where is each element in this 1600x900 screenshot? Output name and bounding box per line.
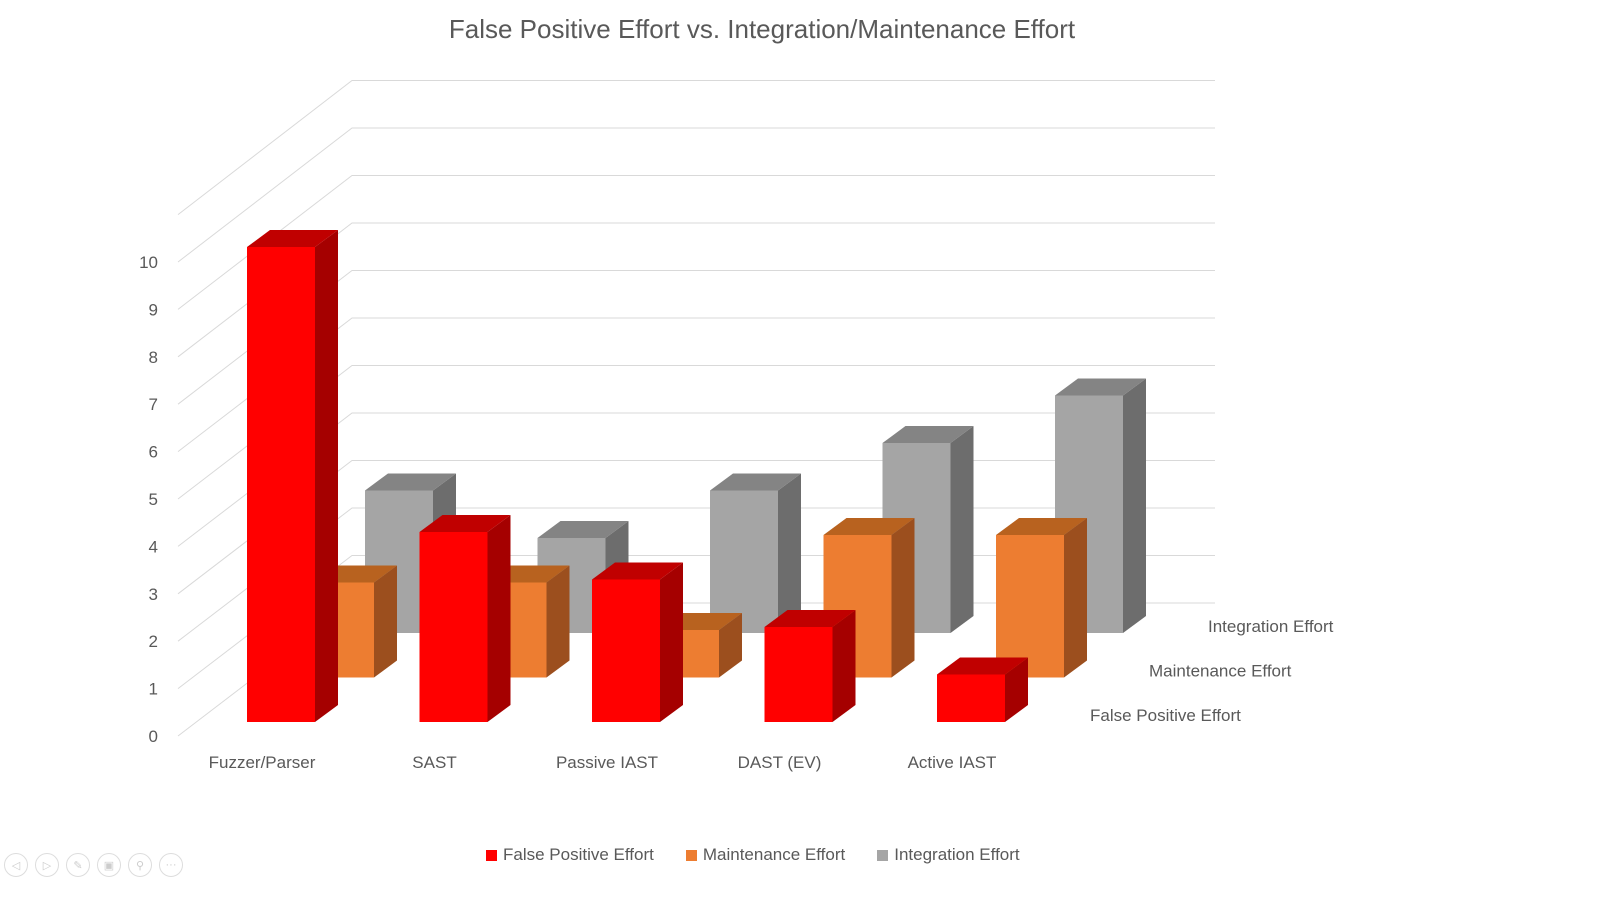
bar [592,579,660,722]
previous-icon[interactable]: ◁ [4,853,28,877]
next-icon[interactable]: ▷ [35,853,59,877]
y-tick-label: 0 [149,727,158,746]
bar-side [1123,378,1146,633]
legend-label: False Positive Effort [503,845,654,864]
legend-item-integration: Integration Effort [877,845,1020,865]
gridline [177,270,1215,405]
y-tick-label: 5 [149,490,158,509]
slideshow-controls: ◁ ▷ ✎ ▣ ⚲ ··· [4,853,183,877]
series-depth-label: Maintenance Effort [1149,662,1292,681]
bar-top [592,562,683,580]
bar-side [660,562,683,722]
category-label: SAST [412,753,456,772]
category-label: DAST (EV) [738,753,822,772]
gridline [177,412,1215,547]
legend-swatch [486,849,497,861]
pen-icon[interactable]: ✎ [66,853,90,877]
bar-side [778,473,801,633]
bar-top [537,521,629,538]
bar-top [764,610,856,627]
legend-swatch [877,849,889,861]
y-tick-label: 2 [149,632,158,651]
slides-icon[interactable]: ▣ [97,853,121,877]
bar-top [937,657,1028,675]
gridline [177,175,1215,310]
y-tick-label: 9 [149,300,158,319]
y-tick-label: 7 [149,395,158,414]
bar [996,535,1064,678]
bar-top [365,473,456,491]
y-tick-label: 4 [149,537,158,556]
bar-side [891,518,915,678]
legend-swatch [685,849,697,861]
bar-side [487,515,511,722]
gridline [177,317,1215,452]
bar-top [710,473,801,491]
bar [247,247,315,722]
bar-side [546,565,570,678]
bar-side [832,610,856,722]
gridline [177,80,1215,215]
bar-top [996,518,1087,535]
legend-item-false-positive: False Positive Effort [486,845,654,865]
bar-top [882,426,974,443]
bar [937,674,1005,722]
category-label: Passive IAST [556,753,658,772]
legend-label: Integration Effort [894,845,1020,864]
bar [764,627,833,722]
bar-top [419,515,511,532]
series-depth-label: False Positive Effort [1090,706,1241,725]
chart-title: False Positive Effort vs. Integration/Ma… [448,14,1076,44]
category-label: Active IAST [908,753,997,772]
bar-top [1055,378,1146,396]
bar-side [315,230,338,722]
zoom-icon[interactable]: ⚲ [128,853,152,877]
bar-side [1005,657,1028,722]
legend-item-maintenance: Maintenance Effort [685,845,846,865]
series-depth-label: Integration Effort [1208,617,1334,636]
y-tick-label: 10 [139,253,158,272]
y-tick-label: 6 [149,443,158,462]
bar-side [719,613,742,678]
bar-side [374,565,397,678]
legend-label: Maintenance Effort [702,845,846,864]
bar-side [950,426,974,633]
more-icon[interactable]: ··· [159,853,183,877]
gridline [177,222,1215,358]
bar [710,490,778,633]
gridline [177,365,1215,500]
legend: False Positive Effort Maintenance Effort… [486,845,1020,865]
gridline [177,127,1215,263]
y-tick-label: 3 [149,585,158,604]
bar-side [1064,518,1087,678]
y-tick-label: 1 [149,680,158,699]
bar-top [247,230,338,247]
y-tick-label: 8 [149,348,158,367]
category-label: Fuzzer/Parser [209,753,316,772]
bar [419,532,488,722]
bar-top [823,518,915,535]
